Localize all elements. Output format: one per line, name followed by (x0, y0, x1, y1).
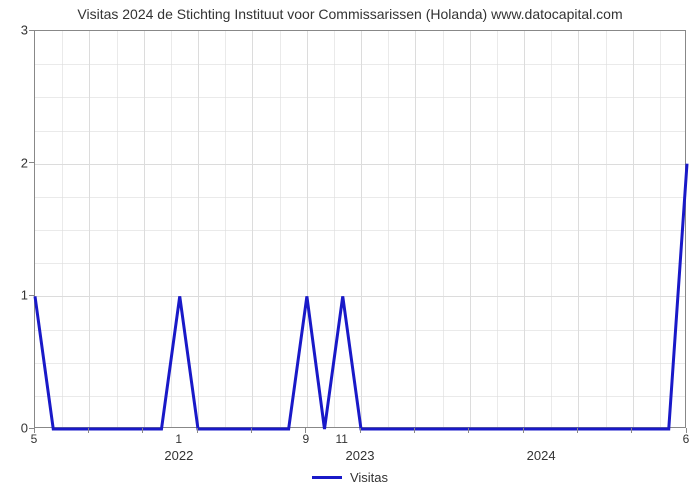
point-label: 5 (31, 432, 38, 446)
y-tick-label: 0 (8, 421, 28, 436)
legend-swatch (312, 476, 342, 479)
legend-label: Visitas (350, 470, 388, 485)
y-tick-label: 1 (8, 288, 28, 303)
point-label: 11 (336, 432, 348, 446)
point-label: 9 (303, 432, 310, 446)
x-year-label: 2022 (164, 448, 193, 463)
series-line (35, 31, 687, 429)
chart-container: Visitas 2024 de Stichting Instituut voor… (0, 0, 700, 500)
x-year-label: 2024 (527, 448, 556, 463)
y-tick-label: 2 (8, 155, 28, 170)
chart-title: Visitas 2024 de Stichting Instituut voor… (0, 6, 700, 22)
plot-area (34, 30, 686, 428)
point-label: 1 (175, 432, 182, 446)
y-tick-label: 3 (8, 23, 28, 38)
legend: Visitas (0, 470, 700, 485)
point-label: 6 (683, 432, 690, 446)
x-year-label: 2023 (346, 448, 375, 463)
